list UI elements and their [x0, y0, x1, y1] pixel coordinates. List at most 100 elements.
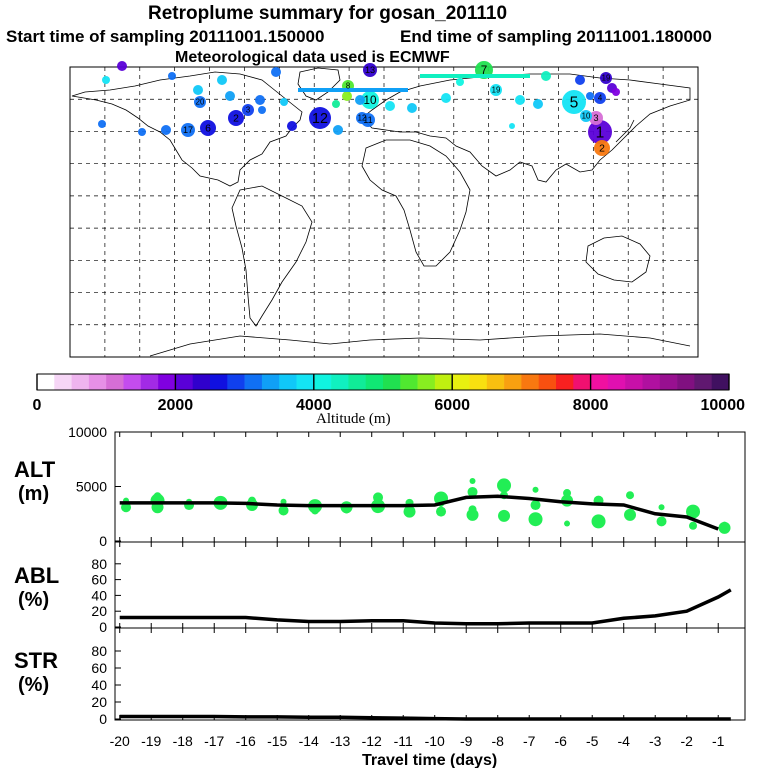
south-america-outline — [231, 185, 313, 327]
plume-label: 2 — [233, 114, 239, 125]
colorbar-cell — [607, 374, 626, 390]
colorbar-ticks: 0 2000 4000 6000 8000 10000 — [33, 374, 746, 414]
colorbar-cell — [88, 374, 107, 390]
alt-point — [656, 516, 667, 527]
colorbar-tick-label: 8000 — [573, 397, 609, 414]
colorbar-cell — [556, 374, 574, 390]
colorbar-cell — [261, 374, 280, 390]
y-tick-label: 40 — [91, 677, 107, 693]
plume-marker — [575, 75, 585, 85]
alt-point — [532, 486, 539, 493]
alt-mean-line — [119, 494, 719, 531]
colorbar-cell — [365, 374, 384, 390]
colorbar-cell — [348, 374, 366, 390]
colorbar-cell — [123, 374, 142, 390]
plume-marker — [589, 111, 603, 125]
antarctica-outline — [149, 333, 691, 357]
x-tick-label: -1 — [712, 733, 725, 749]
plume-marker — [258, 106, 266, 114]
plume-marker — [117, 61, 127, 71]
x-tick-label: -13 — [330, 733, 350, 749]
plume-marker — [533, 99, 543, 109]
plume-marker — [594, 92, 606, 104]
colorbar-cell — [400, 374, 418, 390]
x-tick-label: -18 — [173, 733, 193, 749]
plume-label: 20 — [196, 98, 205, 107]
plume-marker — [580, 110, 592, 122]
alt-point — [626, 491, 635, 500]
colorbar-cell — [279, 374, 297, 390]
plume-marker — [309, 107, 331, 129]
y-tick-label: 5000 — [76, 479, 107, 495]
alt-point — [528, 512, 543, 527]
x-tick-label: -11 — [394, 733, 413, 749]
alt-point — [686, 504, 701, 519]
plume-marker — [280, 98, 288, 106]
plume-label: 12 — [312, 111, 328, 127]
x-tick-label: -8 — [491, 733, 504, 749]
colorbar-cell — [625, 374, 643, 390]
colorbar-cell — [106, 374, 124, 390]
plume-marker — [612, 88, 620, 96]
alt-point — [497, 478, 512, 493]
y-tick-label: 0 — [99, 619, 107, 635]
plume-marker — [181, 123, 195, 137]
alt-point — [466, 508, 479, 521]
plume-label: 4 — [598, 94, 603, 103]
plume-label: 3 — [593, 113, 598, 123]
plume-marker — [385, 101, 395, 111]
plume-marker — [255, 95, 265, 105]
plume-label: 1 — [596, 124, 605, 141]
abl-x-tickmarks — [119, 542, 719, 628]
plume-label: 12 — [358, 114, 367, 123]
colorbar-cell — [711, 374, 730, 390]
plume-label: 17 — [183, 125, 193, 135]
y-tick-label: 60 — [91, 572, 107, 588]
map-gridlines — [70, 67, 698, 357]
plume-marker — [225, 91, 235, 101]
x-axis-title: Travel time (days) — [362, 752, 497, 768]
alt-point — [121, 502, 132, 513]
plume-marker — [193, 85, 203, 95]
australia-outline — [585, 235, 651, 283]
colorbar-cell — [521, 374, 539, 390]
plume-marker — [287, 121, 297, 131]
colorbar-cell — [140, 374, 159, 390]
plume-marker — [168, 72, 176, 80]
plume-label: 7 — [481, 64, 488, 77]
plume-marker — [490, 84, 502, 96]
abl-line — [119, 588, 732, 626]
alt-panel-unit: (m) — [18, 483, 49, 505]
plume-label: 10 — [363, 94, 377, 107]
colorbar-tick-label: 10000 — [701, 397, 746, 414]
japan-outline — [615, 119, 635, 143]
plume-label: 5 — [570, 94, 579, 111]
plume-marker — [355, 95, 365, 105]
plume-marker — [342, 91, 352, 101]
plume-label: 10 — [582, 112, 591, 121]
colorbar-cell — [417, 374, 436, 390]
colorbar-cell — [677, 374, 695, 390]
colorbar-cell — [590, 374, 609, 390]
x-tick-label: -16 — [236, 733, 256, 749]
plume-label: 3 — [246, 106, 250, 115]
y-tick-label: 20 — [91, 603, 107, 619]
colorbar-cell — [331, 374, 349, 390]
met-data-label: Meteorological data used is ECMWF — [175, 49, 450, 66]
alt-point — [721, 521, 728, 528]
plume-streak — [420, 74, 530, 78]
alt-point — [467, 486, 478, 497]
colorbar-cells — [37, 374, 730, 390]
abl-panel-unit: (%) — [18, 589, 49, 611]
colorbar-cell — [158, 374, 176, 390]
y-tick-label: 80 — [91, 556, 107, 572]
alt-panel-label: ALT — [14, 457, 56, 482]
plume-marker — [363, 63, 377, 77]
alt-point — [658, 504, 665, 511]
plume-marker — [217, 75, 227, 85]
